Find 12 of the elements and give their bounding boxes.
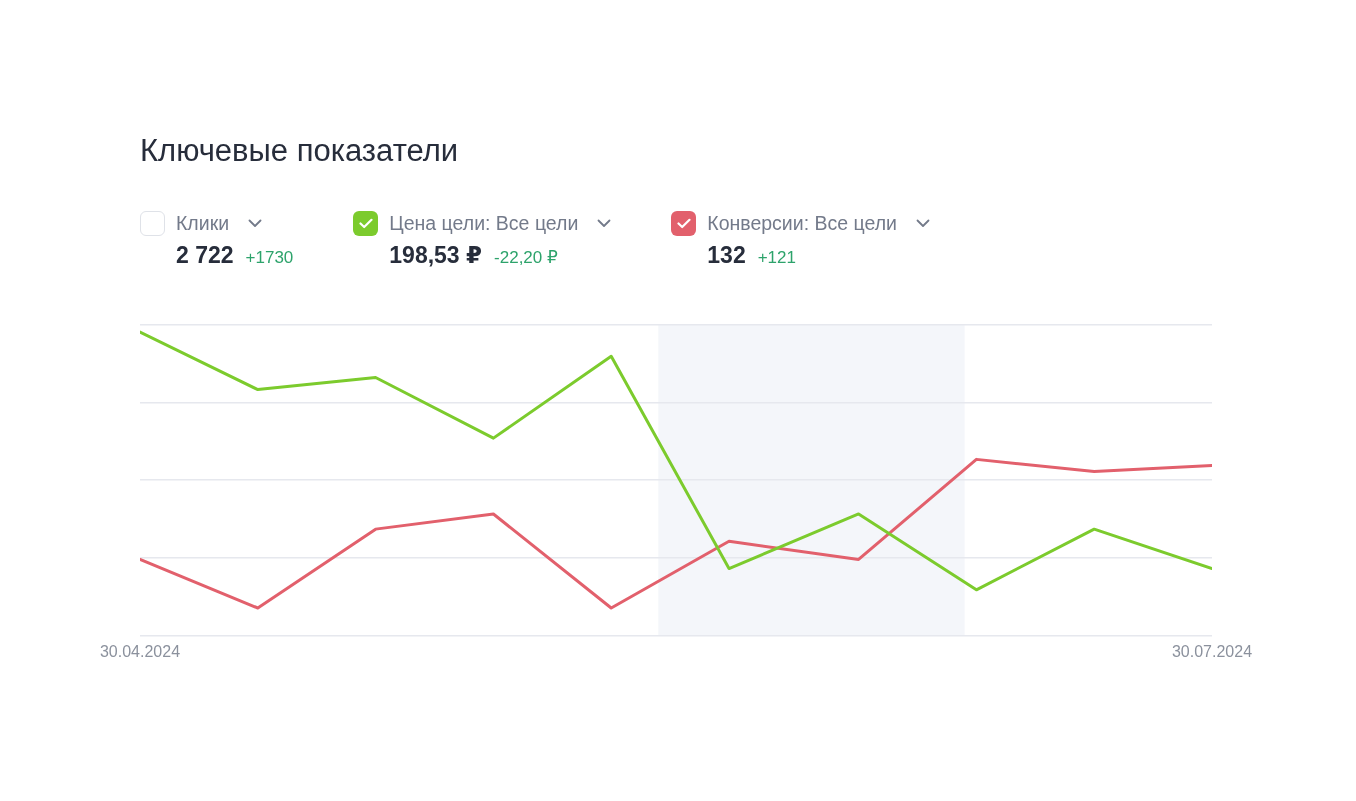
text: +1730 — [245, 248, 294, 268]
text: -22,20 ₽ — [494, 247, 558, 268]
text: Клики — [176, 211, 230, 235]
text: 132 — [707, 242, 746, 269]
x-tick-label: 30.07.2024 — [1171, 643, 1253, 661]
x-tick-label: 30.04.2024 — [99, 643, 181, 661]
text: 198,53 ₽ — [389, 242, 483, 269]
text: 2 722 — [176, 242, 234, 269]
legend-label: Цена цели: Все цели — [389, 211, 579, 235]
text: +121 — [757, 248, 796, 268]
legend-label: Конверсии: Все цели — [707, 211, 897, 235]
chart-title: Ключевые показатели — [140, 133, 459, 169]
